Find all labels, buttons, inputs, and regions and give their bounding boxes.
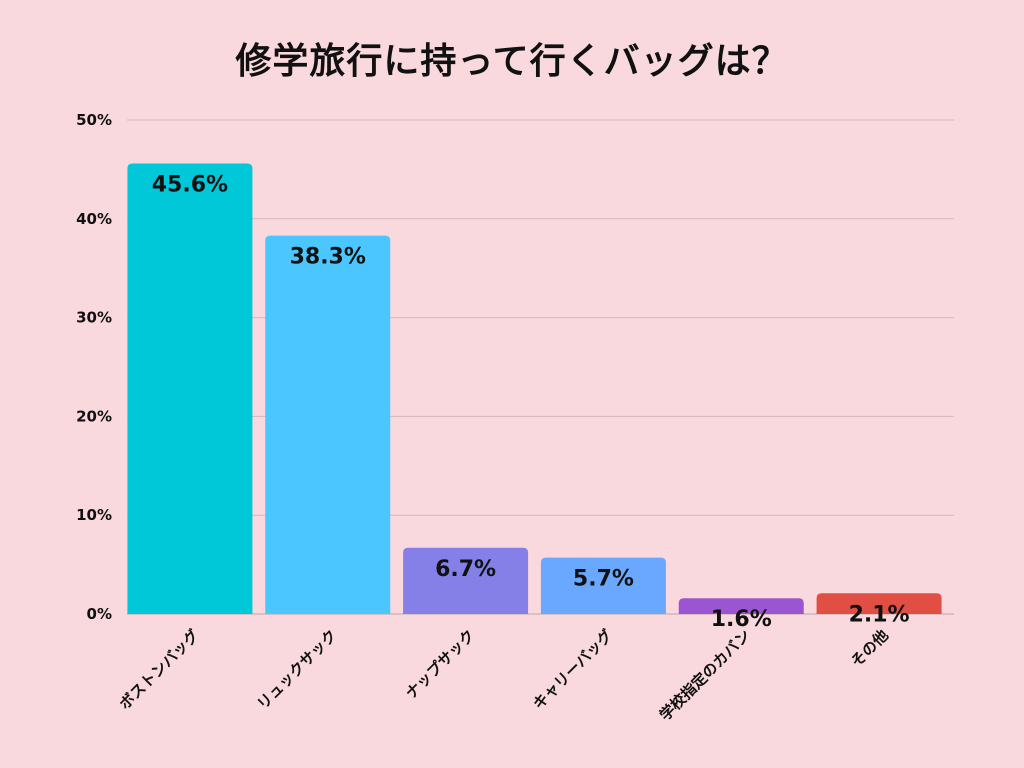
category-label: その他 — [847, 626, 892, 671]
y-tick-label: 0% — [87, 605, 112, 623]
value-label: 5.7% — [573, 567, 634, 592]
bar — [816, 593, 942, 614]
y-tick-label: 20% — [76, 407, 112, 425]
value-label: 45.6% — [152, 172, 228, 197]
y-tick-label: 50% — [76, 111, 112, 129]
value-label: 1.6% — [711, 607, 772, 632]
category-label: 学校指定のカバン — [656, 626, 754, 724]
bar — [540, 557, 666, 614]
value-label: 6.7% — [435, 557, 496, 582]
y-tick-label: 10% — [76, 506, 112, 524]
bar — [265, 235, 391, 614]
category-label: リュックサック — [254, 626, 341, 713]
bars — [127, 163, 942, 615]
bar — [678, 598, 804, 614]
bar — [403, 547, 529, 614]
category-label: キャリーバッグ — [529, 626, 616, 713]
value-label: 2.1% — [849, 602, 910, 627]
category-labels: ボストンバッグ リュックサック ナップサック キャリーバッグ 学校指定のカバン その他 — [116, 626, 892, 724]
category-label: ナップサック — [402, 626, 478, 702]
y-tick-label: 40% — [76, 210, 112, 228]
chart-title: 修学旅行に持って行くバッグは？ — [235, 41, 789, 82]
bar — [127, 163, 253, 615]
y-axis-ticks: 0% 10% 20% 30% 40% 50% — [76, 111, 112, 623]
gridlines — [127, 119, 954, 615]
value-label: 38.3% — [290, 245, 366, 270]
value-labels: 45.6% 38.3% 6.7% 5.7% 1.6% 2.1% — [152, 172, 910, 632]
y-tick-label: 30% — [76, 309, 112, 327]
category-label: ボストンバッグ — [116, 626, 203, 713]
